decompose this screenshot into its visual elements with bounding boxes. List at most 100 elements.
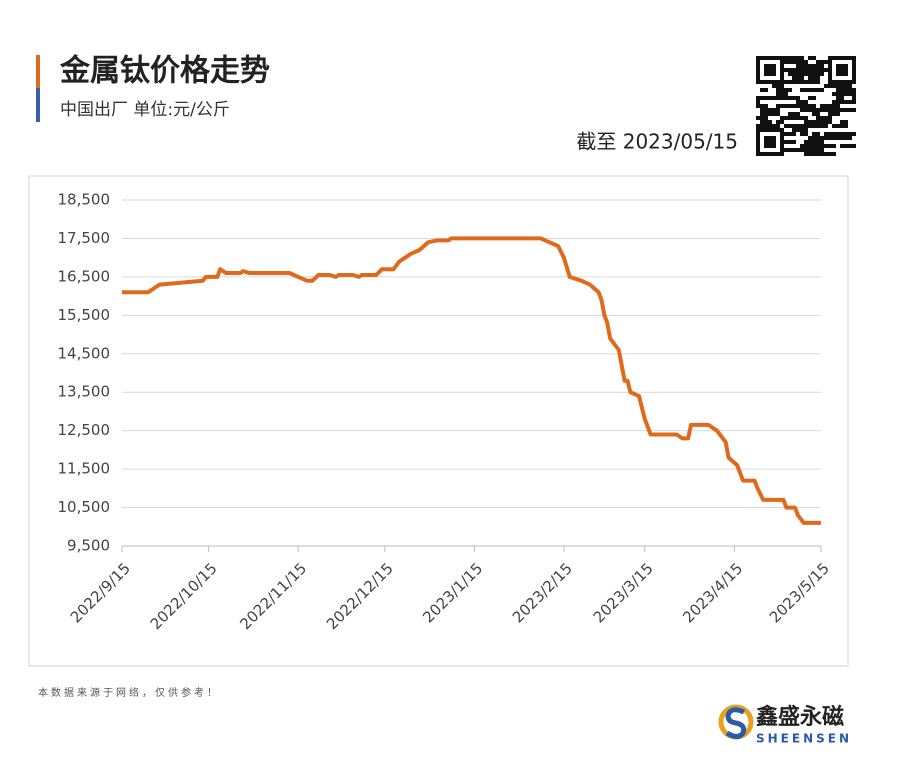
- qr-cell: [852, 80, 856, 84]
- qr-cell: [772, 140, 776, 144]
- qr-cell: [852, 60, 856, 64]
- qr-cell: [768, 124, 772, 128]
- qr-cell: [768, 128, 772, 132]
- qr-cell: [756, 76, 760, 80]
- qr-cell: [828, 104, 832, 108]
- qr-cell: [780, 148, 784, 152]
- qr-cell: [784, 88, 788, 92]
- qr-cell: [764, 112, 768, 116]
- x-tick-label: 2023/3/15: [590, 559, 657, 626]
- qr-cell: [780, 92, 784, 96]
- qr-cell: [840, 124, 844, 128]
- brand-en: SHEENSEN: [756, 732, 852, 746]
- qr-cell: [776, 124, 780, 128]
- qr-cell: [852, 108, 856, 112]
- qr-cell: [784, 80, 788, 84]
- qr-cell: [820, 124, 824, 128]
- qr-cell: [844, 120, 848, 124]
- qr-cell: [780, 56, 784, 60]
- qr-cell: [780, 132, 784, 136]
- qr-cell: [836, 100, 840, 104]
- qr-cell: [848, 144, 852, 148]
- qr-cell: [828, 120, 832, 124]
- qr-cell: [844, 56, 848, 60]
- qr-cell: [828, 60, 832, 64]
- qr-cell: [800, 132, 804, 136]
- qr-cell: [852, 144, 856, 148]
- qr-cell: [792, 128, 796, 132]
- qr-cell: [848, 136, 852, 140]
- qr-cell: [792, 60, 796, 64]
- qr-cell: [764, 144, 768, 148]
- qr-cell: [756, 140, 760, 144]
- qr-cell: [840, 132, 844, 136]
- qr-cell: [804, 128, 808, 132]
- qr-cell: [780, 80, 784, 84]
- qr-cell: [848, 108, 852, 112]
- qr-cell: [768, 152, 772, 156]
- qr-cell: [832, 132, 836, 136]
- qr-cell: [784, 140, 788, 144]
- qr-cell: [812, 56, 816, 60]
- qr-cell: [804, 152, 808, 156]
- qr-cell: [776, 88, 780, 92]
- qr-cell: [844, 72, 848, 76]
- qr-cell: [804, 64, 808, 68]
- qr-cell: [840, 80, 844, 84]
- qr-cell: [840, 144, 844, 148]
- qr-cell: [828, 72, 832, 76]
- x-tick-label: 2022/12/15: [323, 559, 397, 633]
- qr-cell: [756, 116, 760, 120]
- qr-cell: [824, 104, 828, 108]
- qr-cell: [780, 68, 784, 72]
- qr-cell: [792, 140, 796, 144]
- qr-cell: [832, 124, 836, 128]
- qr-cell: [844, 92, 848, 96]
- qr-cell: [824, 124, 828, 128]
- qr-cell: [808, 140, 812, 144]
- y-tick-label: 14,500: [58, 344, 111, 362]
- qr-cell: [772, 128, 776, 132]
- qr-cell: [784, 116, 788, 120]
- qr-cell: [816, 116, 820, 120]
- qr-cell: [840, 84, 844, 88]
- qr-cell: [812, 76, 816, 80]
- qr-cell: [840, 56, 844, 60]
- qr-cell: [820, 68, 824, 72]
- qr-cell: [832, 152, 836, 156]
- qr-cell: [784, 96, 788, 100]
- qr-cell: [840, 136, 844, 140]
- accent-bar: [36, 55, 40, 88]
- qr-cell: [772, 144, 776, 148]
- qr-cell: [828, 112, 832, 116]
- qr-cell: [772, 68, 776, 72]
- qr-cell: [824, 136, 828, 140]
- qr-cell: [768, 96, 772, 100]
- y-tick-label: 13,500: [58, 383, 111, 401]
- qr-cell: [780, 144, 784, 148]
- qr-cell: [828, 144, 832, 148]
- qr-cell: [772, 72, 776, 76]
- qr-cell: [812, 68, 816, 72]
- qr-cell: [828, 132, 832, 136]
- qr-cell: [764, 124, 768, 128]
- qr-cell: [804, 100, 808, 104]
- qr-cell: [840, 108, 844, 112]
- qr-cell: [812, 104, 816, 108]
- qr-cell: [836, 132, 840, 136]
- qr-cell: [812, 120, 816, 124]
- qr-cell: [820, 116, 824, 120]
- x-tick-label: 2023/4/15: [679, 559, 746, 626]
- y-tick-label: 9,500: [67, 537, 110, 555]
- qr-cell: [816, 60, 820, 64]
- qr-cell: [756, 64, 760, 68]
- y-tick-label: 18,500: [58, 191, 111, 209]
- qr-cell: [816, 132, 820, 136]
- y-tick-label: 10,500: [58, 498, 111, 516]
- qr-cell: [816, 72, 820, 76]
- qr-cell: [812, 72, 816, 76]
- qr-cell: [768, 112, 772, 116]
- qr-cell: [816, 140, 820, 144]
- qr-cell: [816, 108, 820, 112]
- qr-cell: [840, 68, 844, 72]
